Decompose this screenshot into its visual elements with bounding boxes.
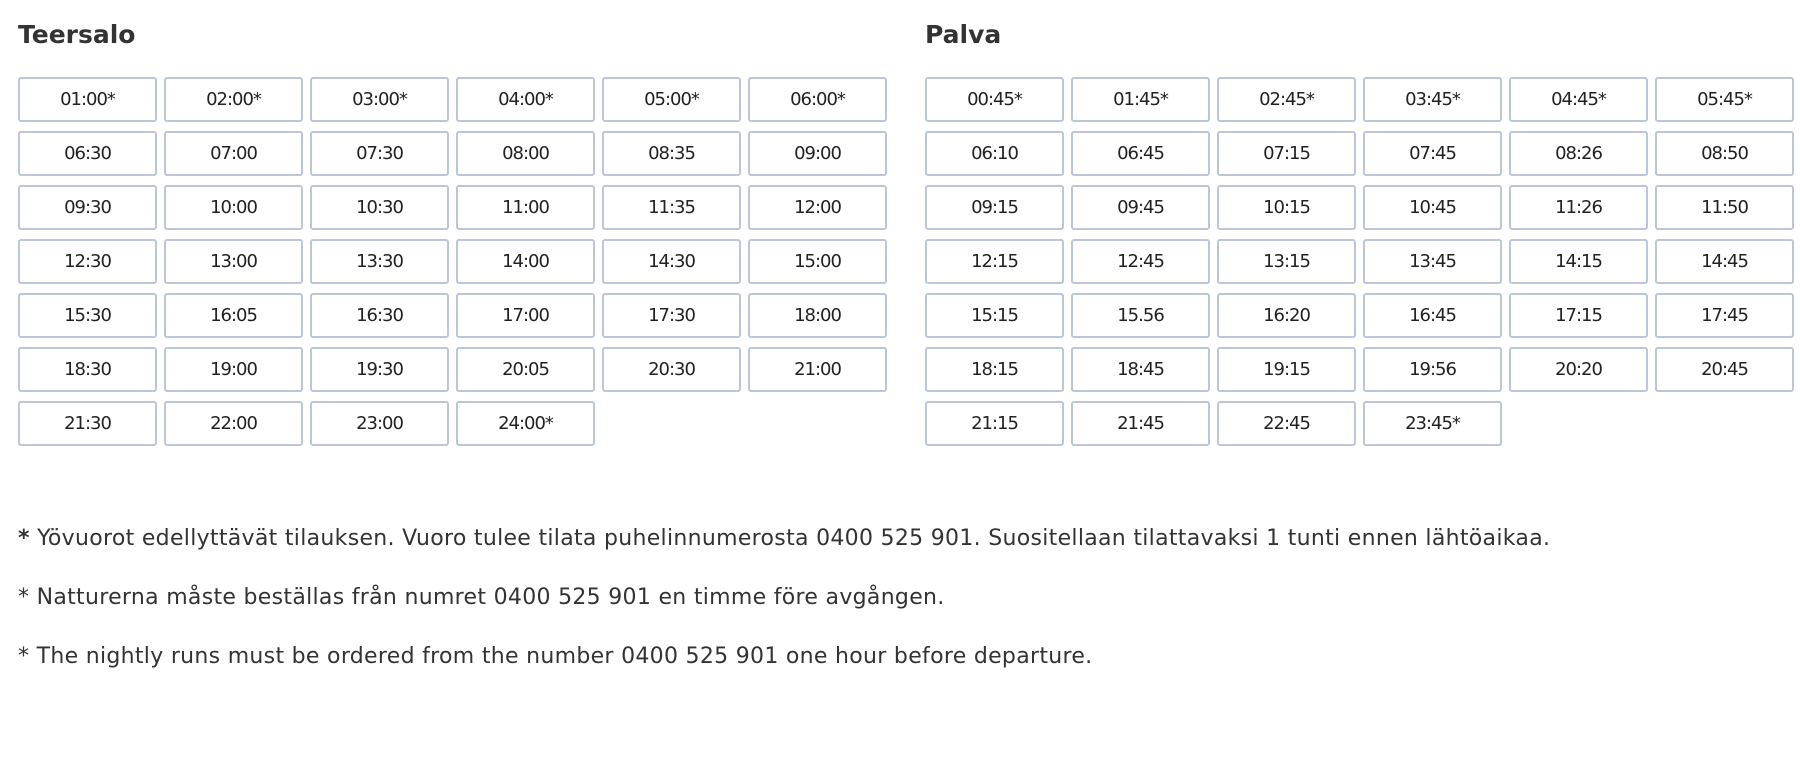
note-finnish-star: * [18, 526, 30, 551]
teersalo-time-button[interactable]: 09:30 [18, 185, 157, 230]
palva-time-button[interactable]: 18:45 [1071, 347, 1210, 392]
palva-time-button[interactable]: 08:26 [1509, 131, 1648, 176]
teersalo-time-button[interactable]: 07:30 [310, 131, 449, 176]
teersalo-time-button[interactable]: 16:05 [164, 293, 303, 338]
palva-time-button[interactable]: 14:45 [1655, 239, 1794, 284]
palva-time-button[interactable]: 10:15 [1217, 185, 1356, 230]
footnotes: * Yövuorot edellyttävät tilauksen. Vuoro… [18, 520, 1758, 697]
teersalo-time-button[interactable]: 05:00* [602, 77, 741, 122]
palva-time-button[interactable]: 11:50 [1655, 185, 1794, 230]
palva-time-button[interactable]: 17:15 [1509, 293, 1648, 338]
teersalo-time-button[interactable]: 10:00 [164, 185, 303, 230]
palva-time-button[interactable]: 16:20 [1217, 293, 1356, 338]
teersalo-time-button[interactable]: 22:00 [164, 401, 303, 446]
palva-time-button[interactable]: 10:45 [1363, 185, 1502, 230]
teersalo-time-button[interactable]: 11:35 [602, 185, 741, 230]
teersalo-time-button[interactable]: 04:00* [456, 77, 595, 122]
palva-time-button[interactable]: 18:15 [925, 347, 1064, 392]
palva-time-button[interactable]: 23:45* [1363, 401, 1502, 446]
teersalo-time-button[interactable]: 11:00 [456, 185, 595, 230]
teersalo-time-button[interactable]: 14:30 [602, 239, 741, 284]
teersalo-time-button[interactable]: 23:00 [310, 401, 449, 446]
palva-time-button[interactable]: 08:50 [1655, 131, 1794, 176]
teersalo-time-button[interactable]: 21:30 [18, 401, 157, 446]
palva-time-button[interactable]: 12:15 [925, 239, 1064, 284]
teersalo-time-button[interactable]: 13:00 [164, 239, 303, 284]
palva-time-button[interactable]: 06:10 [925, 131, 1064, 176]
teersalo-time-button[interactable]: 17:30 [602, 293, 741, 338]
teersalo-time-button[interactable]: 07:00 [164, 131, 303, 176]
teersalo-time-button[interactable]: 18:00 [748, 293, 887, 338]
teersalo-time-button[interactable]: 15:00 [748, 239, 887, 284]
palva-time-button[interactable]: 00:45* [925, 77, 1064, 122]
note-swedish: * Natturerna måste beställas från numret… [18, 585, 945, 610]
teersalo-time-button[interactable]: 12:00 [748, 185, 887, 230]
palva-time-button[interactable]: 02:45* [1217, 77, 1356, 122]
palva-time-button[interactable]: 07:45 [1363, 131, 1502, 176]
palva-time-button[interactable]: 13:15 [1217, 239, 1356, 284]
teersalo-time-button[interactable]: 20:05 [456, 347, 595, 392]
teersalo-time-button[interactable]: 18:30 [18, 347, 157, 392]
teersalo-time-button[interactable]: 13:30 [310, 239, 449, 284]
note-finnish-text: Yövuorot edellyttävät tilauksen. Vuoro t… [29, 526, 1551, 551]
palva-time-button[interactable]: 06:45 [1071, 131, 1210, 176]
teersalo-time-button[interactable]: 09:00 [748, 131, 887, 176]
teersalo-time-button[interactable]: 03:00* [310, 77, 449, 122]
teersalo-time-button[interactable]: 08:00 [456, 131, 595, 176]
teersalo-time-button[interactable]: 06:30 [18, 131, 157, 176]
palva-time-button[interactable]: 20:45 [1655, 347, 1794, 392]
palva-time-button[interactable]: 03:45* [1363, 77, 1502, 122]
teersalo-time-button[interactable]: 19:30 [310, 347, 449, 392]
palva-time-button[interactable]: 11:26 [1509, 185, 1648, 230]
teersalo-time-button[interactable]: 21:00 [748, 347, 887, 392]
palva-time-button[interactable]: 17:45 [1655, 293, 1794, 338]
palva-time-button[interactable]: 15:15 [925, 293, 1064, 338]
palva-time-button[interactable]: 16:45 [1363, 293, 1502, 338]
teersalo-time-button[interactable]: 24:00* [456, 401, 595, 446]
teersalo-time-button[interactable]: 12:30 [18, 239, 157, 284]
palva-time-button[interactable]: 15.56 [1071, 293, 1210, 338]
note-finnish: * Yövuorot edellyttävät tilauksen. Vuoro… [18, 520, 1758, 557]
palva-time-button[interactable]: 19:56 [1363, 347, 1502, 392]
teersalo-time-button[interactable]: 08:35 [602, 131, 741, 176]
teersalo-time-button[interactable]: 01:00* [18, 77, 157, 122]
palva-time-button[interactable]: 21:45 [1071, 401, 1210, 446]
palva-time-button[interactable]: 22:45 [1217, 401, 1356, 446]
palva-time-button[interactable]: 14:15 [1509, 239, 1648, 284]
teersalo-time-button[interactable]: 15:30 [18, 293, 157, 338]
palva-time-button[interactable]: 05:45* [1655, 77, 1794, 122]
palva-time-button[interactable]: 21:15 [925, 401, 1064, 446]
palva-time-button[interactable]: 07:15 [1217, 131, 1356, 176]
teersalo-time-button[interactable]: 14:00 [456, 239, 595, 284]
palva-time-button[interactable]: 13:45 [1363, 239, 1502, 284]
palva-time-button[interactable]: 09:45 [1071, 185, 1210, 230]
teersalo-time-button[interactable]: 20:30 [602, 347, 741, 392]
palva-time-button[interactable]: 12:45 [1071, 239, 1210, 284]
teersalo-time-button[interactable]: 02:00* [164, 77, 303, 122]
palva-time-button[interactable]: 01:45* [1071, 77, 1210, 122]
palva-time-button[interactable]: 20:20 [1509, 347, 1648, 392]
note-english: * The nightly runs must be ordered from … [18, 644, 1093, 669]
palva-time-button[interactable]: 04:45* [1509, 77, 1648, 122]
teersalo-time-button[interactable]: 10:30 [310, 185, 449, 230]
teersalo-time-button[interactable]: 06:00* [748, 77, 887, 122]
teersalo-time-button[interactable]: 17:00 [456, 293, 595, 338]
palva-time-button[interactable]: 19:15 [1217, 347, 1356, 392]
palva-title: Palva [925, 20, 1002, 49]
teersalo-title: Teersalo [18, 20, 136, 49]
teersalo-time-button[interactable]: 16:30 [310, 293, 449, 338]
palva-time-button[interactable]: 09:15 [925, 185, 1064, 230]
teersalo-time-button[interactable]: 19:00 [164, 347, 303, 392]
